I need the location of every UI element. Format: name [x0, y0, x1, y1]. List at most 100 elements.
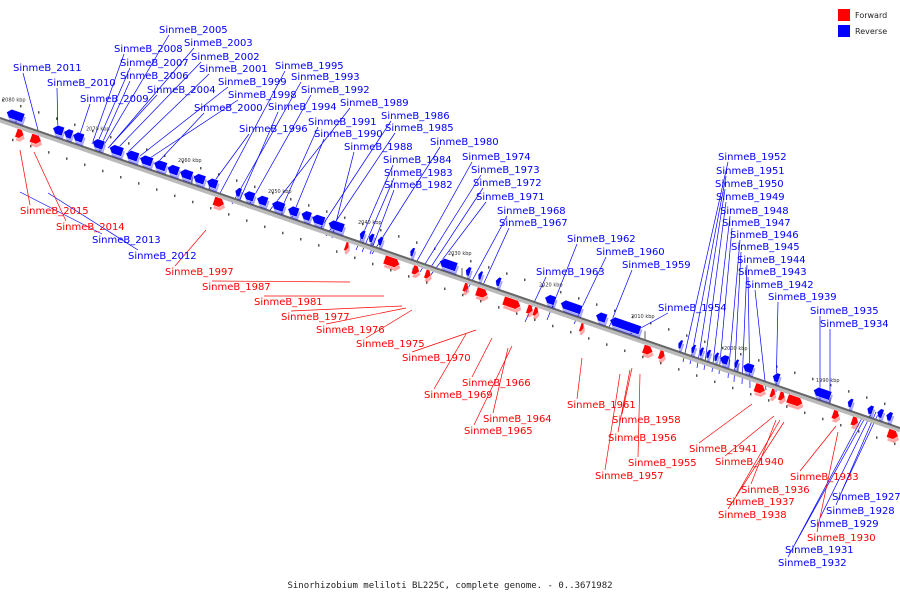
minor-tick — [704, 340, 706, 344]
reverse-gene-label: SinmeB_2012 — [128, 251, 197, 262]
reverse-leader-line — [689, 175, 727, 365]
forward-gene-label: SinmeB_1941 — [689, 444, 758, 455]
reverse-gene — [287, 205, 301, 221]
gene-body — [742, 362, 755, 374]
minor-tick — [210, 206, 212, 210]
reverse-gene-label: SinmeB_1947 — [722, 218, 791, 229]
gene-body — [753, 382, 766, 394]
reverse-gene-label: SinmeB_1983 — [384, 168, 453, 179]
reverse-leader-line — [794, 415, 867, 545]
minor-tick — [822, 417, 824, 421]
gene-body — [465, 266, 473, 277]
reverse-gene-label: SinmeB_1974 — [462, 152, 531, 163]
forward-leader-line — [33, 151, 67, 222]
minor-tick — [336, 250, 338, 253]
reverse-gene-label: SinmeB_1963 — [536, 267, 605, 278]
minor-tick — [534, 318, 536, 322]
reverse-gene — [153, 159, 169, 175]
minor-tick — [174, 194, 176, 198]
reverse-leader-line — [325, 132, 396, 237]
minor-tick — [722, 346, 724, 350]
reverse-gene-label: SinmeB_1954 — [658, 303, 727, 314]
reverse-gene — [256, 195, 270, 210]
reverse-gene-label: SinmeB_1951 — [716, 166, 785, 177]
gene-body — [382, 254, 400, 268]
reverse-leader-line — [47, 192, 139, 251]
reverse-gene-layer — [6, 109, 895, 425]
reverse-gene — [63, 128, 75, 143]
reverse-gene-label: SinmeB_2006 — [120, 71, 189, 82]
minor-tick — [452, 253, 454, 257]
reverse-gene-label: SinmeB_1931 — [785, 545, 854, 556]
reverse-gene — [6, 109, 26, 126]
minor-tick — [56, 117, 58, 120]
minor-tick — [758, 359, 760, 362]
reverse-gene — [359, 230, 367, 244]
forward-gene — [461, 282, 470, 296]
reverse-gene-label: SinmeB_1984 — [383, 155, 452, 166]
reverse-leader-line — [107, 94, 158, 149]
legend-forward-swatch — [838, 9, 850, 21]
minor-tick — [38, 111, 40, 114]
sequence-backbone — [0, 117, 900, 433]
backbone-shadow — [0, 117, 900, 433]
minor-tick — [578, 297, 580, 300]
reverse-gene-label: SinmeB_1935 — [810, 306, 879, 317]
reverse-gene-label: SinmeB_2008 — [114, 44, 183, 55]
minor-tick — [884, 402, 886, 406]
gene-body — [359, 230, 367, 241]
minor-tick — [74, 123, 76, 127]
reverse-gene-label: SinmeB_2001 — [199, 64, 268, 75]
reverse-gene — [72, 131, 86, 147]
scale-tick-label: 2080 kbp — [2, 98, 26, 104]
gene-body — [29, 133, 42, 145]
reverse-leader-line — [159, 112, 205, 161]
minor-tick — [588, 337, 590, 340]
minor-tick — [858, 430, 860, 433]
minor-tick — [326, 210, 328, 213]
minor-tick — [318, 244, 320, 247]
reverse-gene-label: SinmeB_1971 — [476, 192, 545, 203]
gene-body — [256, 195, 269, 207]
reverse-gene — [885, 411, 895, 425]
reverse-leader-line — [411, 161, 473, 271]
reverse-gene-label: SinmeB_1962 — [567, 234, 636, 245]
forward-leader-line — [604, 373, 621, 471]
gene-body — [495, 276, 503, 287]
forward-gene — [14, 128, 25, 142]
gene-body — [271, 200, 286, 213]
reverse-gene — [167, 164, 182, 180]
forward-gene — [830, 409, 841, 423]
gene-body — [125, 150, 140, 163]
reverse-leader-line — [103, 34, 170, 146]
reverse-gene — [477, 270, 485, 284]
minor-tick — [894, 442, 896, 446]
gene-body — [6, 109, 26, 123]
reverse-leader-line — [465, 215, 508, 293]
reverse-gene-label: SinmeB_1949 — [716, 192, 785, 203]
genome-caption: Sinorhizobium meliloti BL225C, complete … — [287, 581, 612, 591]
reverse-gene — [690, 344, 698, 358]
gene-body — [409, 247, 416, 258]
forward-gene-label: SinmeB_1940 — [715, 457, 784, 468]
minor-tick — [372, 262, 374, 266]
legend-reverse-swatch — [838, 25, 850, 37]
minor-tick — [768, 399, 770, 402]
reverse-gene — [866, 405, 876, 419]
scale-tick-label: 1990 kbp — [816, 378, 840, 384]
reverse-gene-label: SinmeB_1999 — [218, 77, 287, 88]
minor-tick — [138, 182, 140, 185]
gene-body — [719, 354, 730, 366]
forward-gene-label: SinmeB_1958 — [612, 415, 681, 426]
gene-body — [531, 306, 539, 317]
minor-tick-layer — [2, 98, 896, 446]
scale-tick-label: 2030 kbp — [448, 251, 472, 257]
gene-body — [657, 349, 666, 360]
reverse-leader-line — [117, 61, 202, 149]
forward-leader-line — [735, 419, 781, 497]
reverse-gene-label: SinmeB_1952 — [718, 152, 787, 163]
gene-body — [343, 241, 350, 252]
forward-leader-line — [724, 415, 775, 457]
reverse-leader-line — [19, 191, 103, 235]
leader-line-layer — [19, 34, 881, 558]
